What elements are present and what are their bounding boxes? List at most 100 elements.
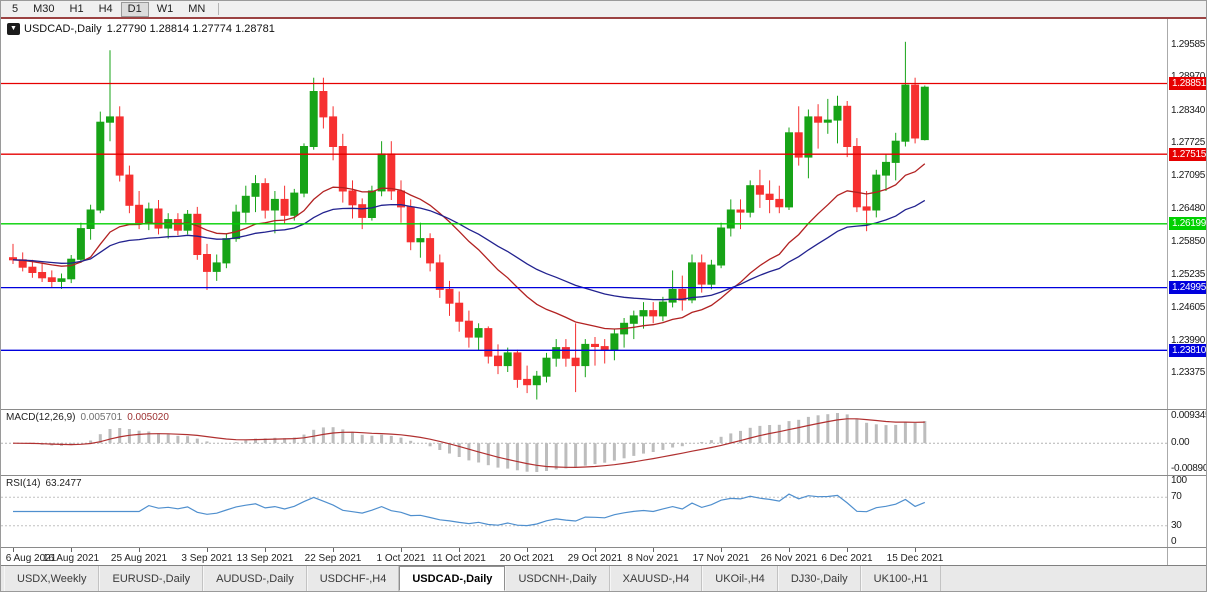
rsi-chart[interactable] (1, 476, 1167, 547)
price-axis-label: 1.23375 (1171, 367, 1206, 378)
rsi-axis-label: 70 (1171, 491, 1182, 502)
panel-divider[interactable] (1, 409, 1206, 410)
tab-usdchf-h4[interactable]: USDCHF-,H4 (306, 566, 400, 591)
date-tick (401, 548, 402, 552)
price-badge-1.27515: 1.27515 (1169, 148, 1206, 161)
date-label: 15 Dec 2021 (886, 553, 944, 564)
timeframe-button-d1[interactable]: D1 (120, 1, 149, 17)
timeframe-toolbar: 5 M30 H1 H4 D1 W1 MN (1, 1, 1206, 19)
date-tick (595, 548, 596, 552)
rsi-axis-label: 100 (1171, 476, 1187, 486)
timeframe-button-mn[interactable]: MN (188, 2, 206, 15)
horizontal-lines[interactable] (1, 82, 1167, 351)
date-label: 22 Sep 2021 (304, 553, 362, 564)
date-label: 13 Sep 2021 (236, 553, 294, 564)
timeframe-button-5[interactable]: 5 (12, 2, 19, 15)
date-label: 3 Sep 2021 (181, 553, 233, 564)
main-chart[interactable] (1, 19, 1167, 409)
ma-40-line (12, 199, 926, 301)
price-axis-label: 1.25235 (1171, 269, 1206, 280)
date-tick (653, 548, 654, 552)
macd-chart[interactable] (1, 410, 1167, 475)
price-axis-label: 1.27095 (1171, 170, 1206, 181)
rsi-axis-label: 30 (1171, 520, 1182, 531)
date-label: 1 Oct 2021 (376, 553, 426, 564)
date-label: 11 Oct 2021 (432, 553, 486, 564)
timeframe-button-w1[interactable]: W1 (156, 2, 174, 15)
date-tick (71, 548, 72, 552)
date-tick (139, 548, 140, 552)
date-label: 29 Oct 2021 (567, 553, 623, 564)
macd-panel: MACD(12,26,9) 0.005701 0.005020 (1, 410, 1167, 475)
date-tick (265, 548, 266, 552)
date-label: 16 Aug 2021 (42, 553, 100, 564)
macd-axis-label: 0.009345 (1171, 410, 1206, 421)
rsi-axis-label: 0 (1171, 536, 1177, 547)
timeframe-button-h4[interactable]: H4 (98, 2, 113, 15)
tab-usdcad-daily[interactable]: USDCAD-,Daily (399, 566, 506, 591)
tab-usdx-weekly[interactable]: USDX,Weekly (4, 566, 100, 591)
price-badge-1.24995: 1.24995 (1169, 281, 1206, 294)
date-tick (13, 548, 14, 552)
tab-ukoil-h4[interactable]: UKOil-,H4 (702, 566, 778, 591)
price-axis-label: 1.28340 (1171, 105, 1206, 116)
price-axis: 1.29585 1.28970 1.28340 1.27725 1.27095 1.264… (1167, 19, 1206, 409)
tab-usdcnh-daily[interactable]: USDCNH-,Daily (505, 566, 610, 591)
timeframe-buttons: 5 M30 H1 H4 D1 W1 MN (5, 1, 213, 17)
chart-title: ▼ USDCAD-,Daily 1.27790 1.28814 1.27774 … (7, 23, 275, 35)
macd-label: MACD(12,26,9) 0.005701 0.005020 (6, 412, 169, 423)
macd-axis: 0.009345 0.00 -0.00890 (1167, 410, 1206, 475)
macd-main-value: 0.005701 (80, 412, 123, 423)
price-axis-label: 1.23990 (1171, 335, 1206, 346)
price-axis-label: 1.24605 (1171, 302, 1206, 313)
panel-divider[interactable] (1, 547, 1206, 548)
toolbar-divider (218, 3, 220, 15)
date-tick (915, 548, 916, 552)
macd-signal-line (12, 418, 925, 469)
rsi-axis: 100 70 30 0 (1167, 476, 1206, 547)
macd-signal-value: 0.005020 (127, 412, 169, 423)
macd-name: MACD(12,26,9) (6, 412, 76, 423)
date-tick (789, 548, 790, 552)
chart-tabs-bar: USDX,Weekly EURUSD-,Daily AUDUSD-,Daily USD… (1, 565, 1206, 591)
chart-icon: ▼ (7, 23, 20, 35)
timeframe-button-h1[interactable]: H1 (69, 2, 84, 15)
price-axis-label: 1.29585 (1171, 39, 1206, 50)
chart-area: ▼ USDCAD-,Daily 1.27790 1.28814 1.27774 … (1, 19, 1206, 565)
axis-corner (1167, 548, 1206, 565)
tab-dj30-daily[interactable]: DJ30-,Daily (777, 566, 861, 591)
price-axis-label: 1.25850 (1171, 236, 1206, 247)
date-tick (333, 548, 334, 552)
price-badge-1.23810: 1.23810 (1169, 344, 1206, 357)
tab-audusd-daily[interactable]: AUDUSD-,Daily (203, 566, 307, 591)
date-label: 6 Aug 2021 (5, 553, 57, 564)
rsi-panel: RSI(14) 63.2477 (1, 476, 1167, 547)
rsi-label: RSI(14) 63.2477 (6, 478, 82, 489)
rsi-value: 63.2477 (45, 478, 82, 489)
chart-ohlc-values: 1.27790 1.28814 1.27774 1.28781 (106, 23, 275, 35)
chart-symbol-label: USDCAD-,Daily (24, 23, 102, 35)
tab-uk100-h1[interactable]: UK100-,H1 (860, 566, 942, 591)
candlestick-series (9, 41, 929, 400)
price-axis-label: 1.28970 (1171, 72, 1205, 82)
tab-xauusd-h4[interactable]: XAUUSD-,H4 (609, 566, 703, 591)
date-label: 6 Dec 2021 (821, 553, 873, 564)
tab-eurusd-daily[interactable]: EURUSD-,Daily (99, 566, 204, 591)
panel-divider[interactable] (1, 475, 1206, 476)
date-label: 20 Oct 2021 (499, 553, 555, 564)
macd-axis-label: -0.00890 (1171, 463, 1206, 474)
main-chart-panel: ▼ USDCAD-,Daily 1.27790 1.28814 1.27774 … (1, 19, 1167, 409)
date-axis[interactable]: 6 Aug 2021 16 Aug 2021 25 Aug 2021 3 Sep 20… (1, 548, 1167, 565)
date-tick (847, 548, 848, 552)
rsi-line (13, 493, 926, 527)
price-axis-label: 1.26480 (1171, 203, 1206, 214)
price-badge-1.28851: 1.28851 (1169, 77, 1206, 90)
date-tick (721, 548, 722, 552)
date-label: 17 Nov 2021 (692, 553, 750, 564)
price-axis-label: 1.27725 (1171, 137, 1206, 148)
macd-axis-label: 0.00 (1171, 437, 1190, 448)
date-label: 26 Nov 2021 (760, 553, 818, 564)
timeframe-button-m30[interactable]: M30 (33, 2, 55, 15)
date-tick (207, 548, 208, 552)
